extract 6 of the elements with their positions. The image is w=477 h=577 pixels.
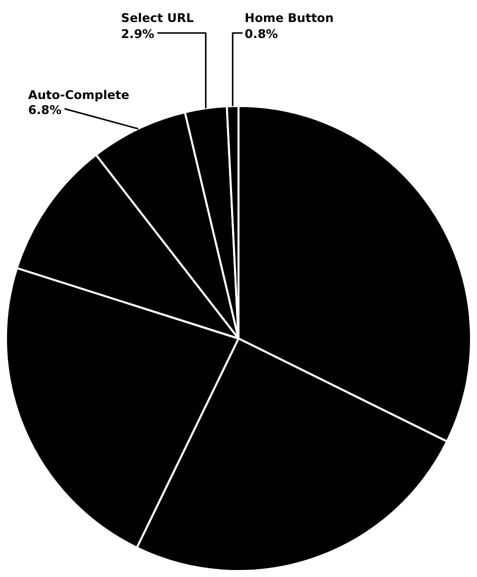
slice-label: Home Button <box>244 11 334 25</box>
data-label: 2.9% <box>121 27 154 41</box>
data-label: 0.8% <box>244 27 278 41</box>
data-label: 6.8% <box>28 102 62 117</box>
slice-label: Auto-Complete <box>28 88 130 102</box>
slice-label: Select URL <box>121 11 194 25</box>
